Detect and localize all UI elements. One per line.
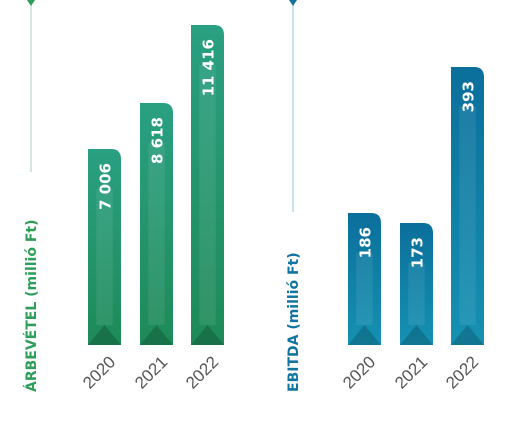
- bar-2021: [400, 223, 433, 345]
- x-tick-label: 2021: [391, 352, 431, 392]
- bar-value-label: 186: [357, 227, 375, 258]
- bar-foot-triangle: [400, 325, 433, 345]
- bar-2022: [191, 25, 224, 345]
- ebitda-chart: EBITDA (millió Ft) 186 2020 173 2021 393 2022: [286, 0, 484, 393]
- bar-2021: [140, 103, 173, 345]
- x-tick-label: 2020: [339, 352, 379, 392]
- bar-foot-triangle: [348, 325, 381, 345]
- bar-value-label: 7 006: [97, 163, 115, 210]
- x-tick-label: 2021: [131, 352, 171, 392]
- bar-value-label: 8 618: [149, 117, 167, 164]
- bar-value-label: 11 416: [200, 39, 218, 96]
- bar-value-label: 393: [460, 81, 478, 112]
- bar-value-label: 173: [409, 237, 427, 268]
- axis-marker-icon: [289, 0, 297, 6]
- bar-foot-triangle: [140, 325, 173, 345]
- y-axis-title: ÁRBEVÉTEL (millió Ft): [23, 220, 40, 392]
- bar-foot-triangle: [88, 325, 121, 345]
- axis-marker-icon: [27, 0, 35, 6]
- revenue-chart: ÁRBEVÉTEL (millió Ft) 7 006 2020 8 618 2021 1…: [23, 0, 224, 393]
- x-tick-label: 2022: [182, 352, 222, 392]
- bar-foot-triangle: [451, 325, 484, 345]
- y-axis-title: EBITDA (millió Ft): [286, 252, 302, 392]
- bar-2022: [451, 67, 484, 345]
- x-tick-label: 2022: [442, 352, 482, 392]
- bar-2020: [348, 213, 381, 345]
- x-tick-label: 2020: [79, 352, 119, 392]
- bar-foot-triangle: [191, 325, 224, 345]
- bar-2020: [88, 149, 121, 345]
